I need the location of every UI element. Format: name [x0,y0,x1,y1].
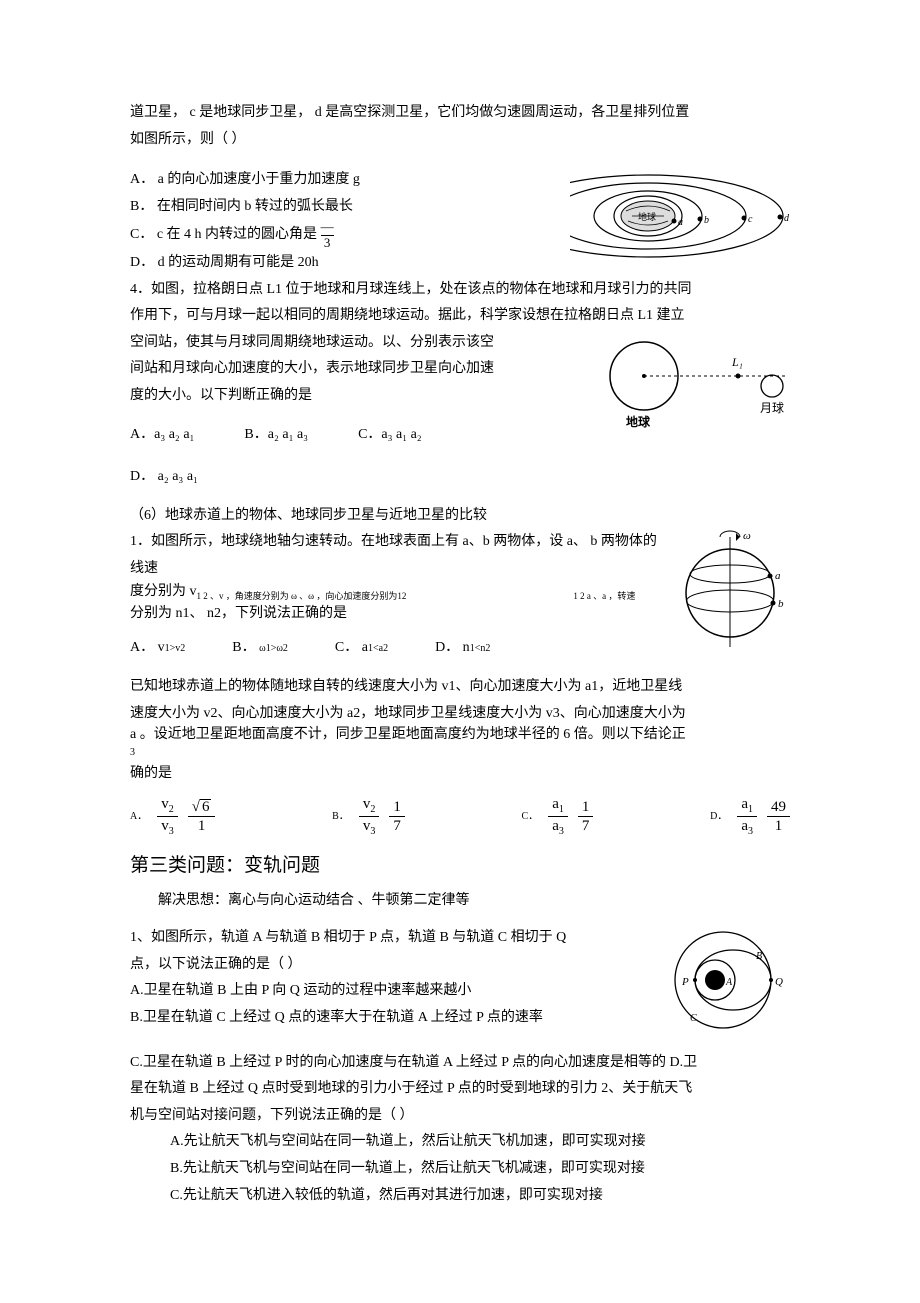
sec6-p2-l3: a 。设近地卫星距地面高度不计，同步卫星距地面高度约为地球半径的 6 倍。则以下… [130,727,790,761]
q4-options-row1: A．a₃ a₂ a₁ B．a₂ a₁ a₃ C．a₃ a₁ a₂ [130,422,580,449]
lagrange-figure: L₁ 月球 地球 [590,330,790,441]
svg-text:b: b [704,215,709,226]
svg-text:a: a [678,217,683,228]
frac-opt-c: C． a1a3 17 [522,795,594,838]
q4-line1: 4．如图，拉格朗日点 L1 位于地球和月球连线上，处在该点的物体在地球和月球引力… [130,277,790,304]
sec3-q1-e: 机与空间站对接问题，下列说法正确的是（ ） [130,1103,790,1130]
svg-text:P: P [681,976,689,988]
sec6-p2-l4: 确的是 [130,761,790,788]
sec6-p2-l1: 已知地球赤道上的物体随地球自转的线速度大小为 v1、向心加速度大小为 a1，近地… [130,674,790,701]
sec6-title: （6）地球赤道上的物体、地球同步卫星与近地卫星的比较 [130,503,790,530]
orbit-figure-1: 地球 a b c d [570,171,790,272]
sec6-fraction-options: A． v2v3 √61 B． v2v3 17 C． a1a3 17 D． a1a… [130,795,790,838]
q3-intro-2: 如图所示，则（ ） [130,127,790,154]
earth-rotation-figure: ω a b [670,529,790,660]
frac-opt-a: A． v2v3 √61 [130,795,215,838]
q4-line2: 作用下，可与月球一起以相同的周期绕地球运动。据此，科学家设想在拉格朗日点 L1 … [130,303,790,330]
q3-intro-1: 道卫星， c 是地球同步卫星， d 是高空探测卫星，它们均做匀速圆周运动，各卫星… [130,100,790,127]
svg-text:L₁: L₁ [731,355,743,369]
sec3-q1-c: C.卫星在轨道 B 上经过 P 时的向心加速度与在轨道 A 上经过 P 点的向心… [130,1050,790,1077]
svg-text:C: C [690,1013,697,1024]
frac-opt-b: B． v2v3 17 [332,795,405,838]
fraction-pi-3: — 3 [321,220,334,250]
sec6-p2-l2: 速度大小为 v2、向心加速度大小为 a2，地球同步卫星线速度大小为 v3、向心加… [130,701,790,728]
sec3-q2-b: B.先让航天飞机与空间站在同一轨道上，然后让航天飞机减速，即可实现对接 [170,1156,790,1183]
svg-text:c: c [748,214,753,225]
sec3-q2-options: A.先让航天飞机与空间站在同一轨道上，然后让航天飞机加速，即可实现对接 B.先让… [130,1129,790,1209]
svg-text:B: B [756,951,762,962]
q4-option-d: D． a₂ a₃ a₁ [130,464,790,491]
svg-text:a: a [775,570,781,582]
svg-text:月球: 月球 [760,401,784,415]
svg-text:地球: 地球 [626,414,651,429]
svg-text:b: b [778,598,784,610]
sec3-subtitle: 解决思想：离心与向心运动结合 、牛顿第二定律等 [130,888,790,915]
svg-text:d: d [784,213,790,224]
svg-text:地球: 地球 [638,211,656,222]
sec3-title: 第三类问题：变轨问题 [130,848,790,884]
sec3-q2-c: C.先让航天飞机进入较低的轨道，然后再对其进行加速，即可实现对接 [170,1183,790,1210]
frac-opt-d: D． a1a3 491 [710,795,790,838]
svg-text:A: A [725,977,733,988]
sec3-q2-a: A.先让航天飞机与空间站在同一轨道上，然后让航天飞机加速，即可实现对接 [170,1129,790,1156]
svg-text:Q: Q [775,976,783,988]
sec3-q1-d: 星在轨道 B 上经过 Q 点时受到地球的引力小于经过 P 点的时受到地球的引力 … [130,1076,790,1103]
orbit-transfer-figure: P Q A B C [660,925,790,1046]
svg-text:ω: ω [743,530,751,542]
